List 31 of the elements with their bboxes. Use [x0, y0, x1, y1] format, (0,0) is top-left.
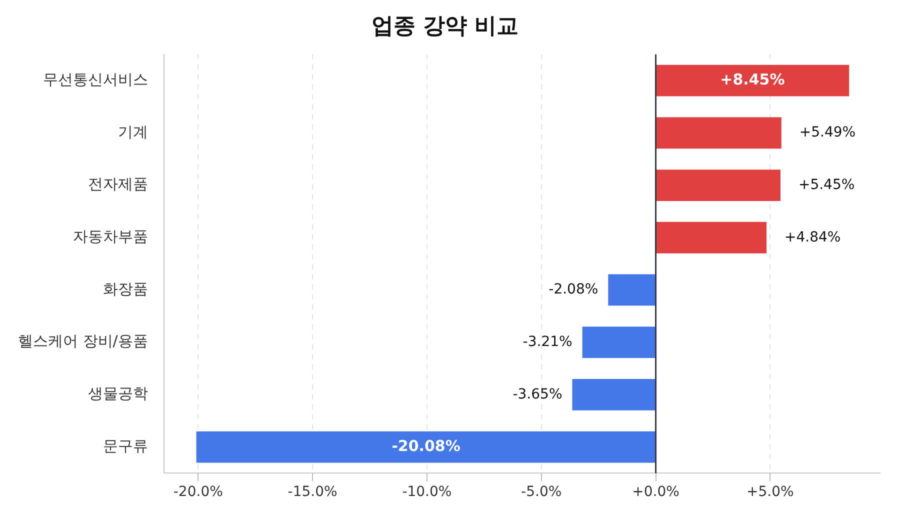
bar	[608, 274, 656, 306]
y-tick-label: 헬스케어 장비/용품	[18, 332, 148, 350]
x-tick-label: +5.0%	[746, 484, 794, 500]
x-tick-label: -10.0%	[402, 484, 452, 500]
data-label: -20.08%	[392, 436, 460, 455]
data-label: -3.65%	[512, 386, 562, 402]
x-tick-label: +0.0%	[632, 484, 680, 500]
x-tick-label: -15.0%	[288, 484, 338, 500]
bar	[656, 222, 767, 254]
y-tick-label: 문구류	[102, 436, 148, 455]
bar	[582, 326, 656, 358]
data-label: +5.49%	[799, 124, 856, 141]
data-label: +8.45%	[720, 70, 785, 88]
data-label: +5.45%	[798, 176, 855, 193]
y-tick-label: 무선통신서비스	[42, 70, 148, 88]
bar	[656, 64, 850, 96]
x-tick-label: -20.0%	[173, 484, 223, 500]
y-tick-label: 전자제품	[88, 175, 148, 194]
bar	[656, 117, 782, 149]
bar	[572, 378, 656, 410]
data-label: -3.21%	[522, 334, 572, 350]
data-label: -2.08%	[548, 282, 598, 298]
y-tick-label: 화장품	[102, 280, 148, 298]
bar	[656, 170, 780, 201]
bar	[196, 431, 656, 463]
data-label: +4.84%	[784, 229, 841, 246]
chart-title: 업종 강약 비교	[371, 14, 519, 39]
y-tick-label: 기계	[118, 122, 148, 141]
y-tick-label: 자동차부품	[72, 228, 148, 246]
x-tick-label: -5.0%	[521, 484, 562, 500]
y-tick-label: 생물공학	[88, 384, 148, 403]
